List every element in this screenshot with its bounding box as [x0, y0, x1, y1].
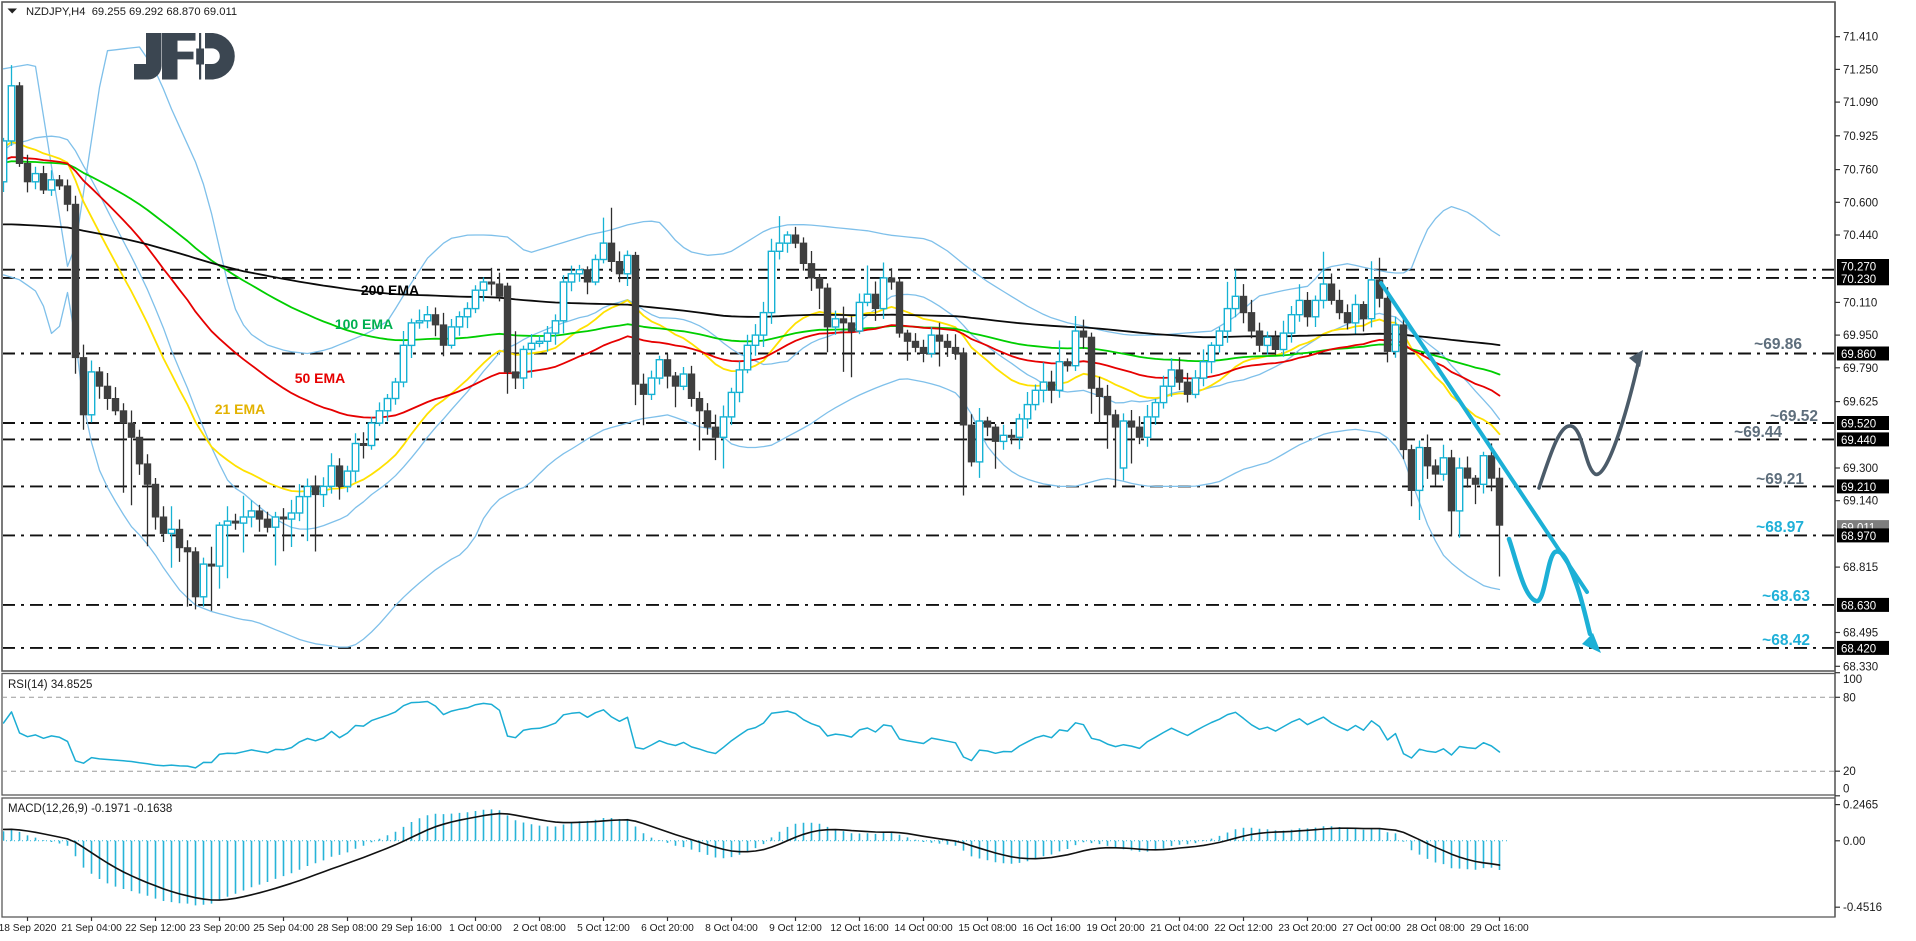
svg-text:14 Oct 00:00: 14 Oct 00:00 — [894, 923, 953, 934]
svg-text:69.440: 69.440 — [1841, 435, 1876, 447]
svg-text:70.440: 70.440 — [1843, 230, 1878, 242]
svg-text:80: 80 — [1843, 692, 1856, 704]
svg-text:69.950: 69.950 — [1843, 330, 1878, 342]
svg-text:21 EMA: 21 EMA — [215, 401, 266, 417]
svg-text:69.790: 69.790 — [1843, 363, 1878, 375]
svg-text:69.860: 69.860 — [1841, 349, 1876, 361]
svg-text:69.300: 69.300 — [1843, 463, 1878, 475]
svg-text:69.520: 69.520 — [1841, 419, 1876, 431]
svg-text:9 Oct 12:00: 9 Oct 12:00 — [769, 923, 822, 934]
svg-text:0.2465: 0.2465 — [1843, 800, 1878, 812]
svg-text:70.925: 70.925 — [1843, 131, 1878, 143]
svg-text:69.210: 69.210 — [1841, 482, 1876, 494]
svg-text:MACD(12,26,9) -0.1971 -0.1638: MACD(12,26,9) -0.1971 -0.1638 — [8, 803, 172, 815]
svg-text:15 Oct 08:00: 15 Oct 08:00 — [958, 923, 1017, 934]
svg-text:100 EMA: 100 EMA — [335, 316, 393, 332]
svg-text:22 Sep 12:00: 22 Sep 12:00 — [125, 923, 186, 934]
svg-text:2 Oct 08:00: 2 Oct 08:00 — [513, 923, 566, 934]
svg-text:100: 100 — [1843, 674, 1862, 686]
svg-text:~68.42: ~68.42 — [1762, 632, 1810, 649]
svg-text:RSI(14) 34.8525: RSI(14) 34.8525 — [8, 679, 92, 691]
svg-text:71.090: 71.090 — [1843, 97, 1878, 109]
svg-text:28 Oct 08:00: 28 Oct 08:00 — [1406, 923, 1465, 934]
svg-text:70.760: 70.760 — [1843, 165, 1878, 177]
svg-text:NZDJPY,H4 69.255 69.292 68.87: NZDJPY,H4 69.255 69.292 68.870 69.011 — [26, 6, 237, 18]
svg-text:28 Sep 08:00: 28 Sep 08:00 — [317, 923, 378, 934]
svg-text:70.600: 70.600 — [1843, 197, 1878, 209]
svg-text:70.230: 70.230 — [1841, 274, 1876, 286]
svg-text:~68.97: ~68.97 — [1756, 519, 1804, 536]
svg-text:~69.52: ~69.52 — [1770, 408, 1818, 425]
svg-text:19 Oct 20:00: 19 Oct 20:00 — [1086, 923, 1145, 934]
svg-text:68.495: 68.495 — [1843, 628, 1878, 640]
svg-text:69.625: 69.625 — [1843, 397, 1878, 409]
svg-text:0: 0 — [1843, 784, 1849, 796]
svg-text:23 Sep 20:00: 23 Sep 20:00 — [189, 923, 250, 934]
svg-text:20: 20 — [1843, 766, 1856, 778]
svg-text:29 Oct 16:00: 29 Oct 16:00 — [1470, 923, 1529, 934]
svg-text:70.270: 70.270 — [1841, 262, 1876, 274]
svg-text:71.410: 71.410 — [1843, 32, 1878, 44]
svg-text:18 Sep 2020: 18 Sep 2020 — [0, 923, 57, 934]
svg-text:12 Oct 16:00: 12 Oct 16:00 — [830, 923, 889, 934]
svg-text:~68.63: ~68.63 — [1762, 588, 1810, 605]
svg-text:5 Oct 12:00: 5 Oct 12:00 — [577, 923, 630, 934]
svg-text:~69.44: ~69.44 — [1734, 424, 1782, 441]
svg-text:69.140: 69.140 — [1843, 496, 1878, 508]
svg-text:23 Oct 20:00: 23 Oct 20:00 — [1278, 923, 1337, 934]
svg-text:~69.86: ~69.86 — [1754, 336, 1802, 353]
svg-text:21 Sep 04:00: 21 Sep 04:00 — [61, 923, 122, 934]
svg-text:16 Oct 16:00: 16 Oct 16:00 — [1022, 923, 1081, 934]
svg-text:22 Oct 12:00: 22 Oct 12:00 — [1214, 923, 1273, 934]
svg-text:50 EMA: 50 EMA — [295, 370, 346, 386]
svg-text:68.330: 68.330 — [1843, 661, 1878, 673]
svg-text:-0.4516: -0.4516 — [1843, 902, 1882, 914]
svg-text:68.970: 68.970 — [1841, 531, 1876, 543]
svg-text:8 Oct 04:00: 8 Oct 04:00 — [705, 923, 758, 934]
svg-text:68.815: 68.815 — [1843, 562, 1878, 574]
svg-text:1 Oct 00:00: 1 Oct 00:00 — [449, 923, 502, 934]
svg-text:70.110: 70.110 — [1843, 297, 1877, 309]
svg-text:29 Sep 16:00: 29 Sep 16:00 — [381, 923, 442, 934]
svg-text:200 EMA: 200 EMA — [361, 282, 419, 298]
svg-text:68.630: 68.630 — [1841, 600, 1876, 612]
svg-text:68.420: 68.420 — [1841, 643, 1876, 655]
svg-text:21 Oct 04:00: 21 Oct 04:00 — [1150, 923, 1209, 934]
svg-text:~69.21: ~69.21 — [1756, 471, 1804, 488]
svg-text:27 Oct 00:00: 27 Oct 00:00 — [1342, 923, 1401, 934]
svg-text:71.250: 71.250 — [1843, 64, 1878, 76]
svg-text:6 Oct 20:00: 6 Oct 20:00 — [641, 923, 694, 934]
svg-text:0.00: 0.00 — [1843, 836, 1865, 848]
svg-text:25 Sep 04:00: 25 Sep 04:00 — [253, 923, 314, 934]
